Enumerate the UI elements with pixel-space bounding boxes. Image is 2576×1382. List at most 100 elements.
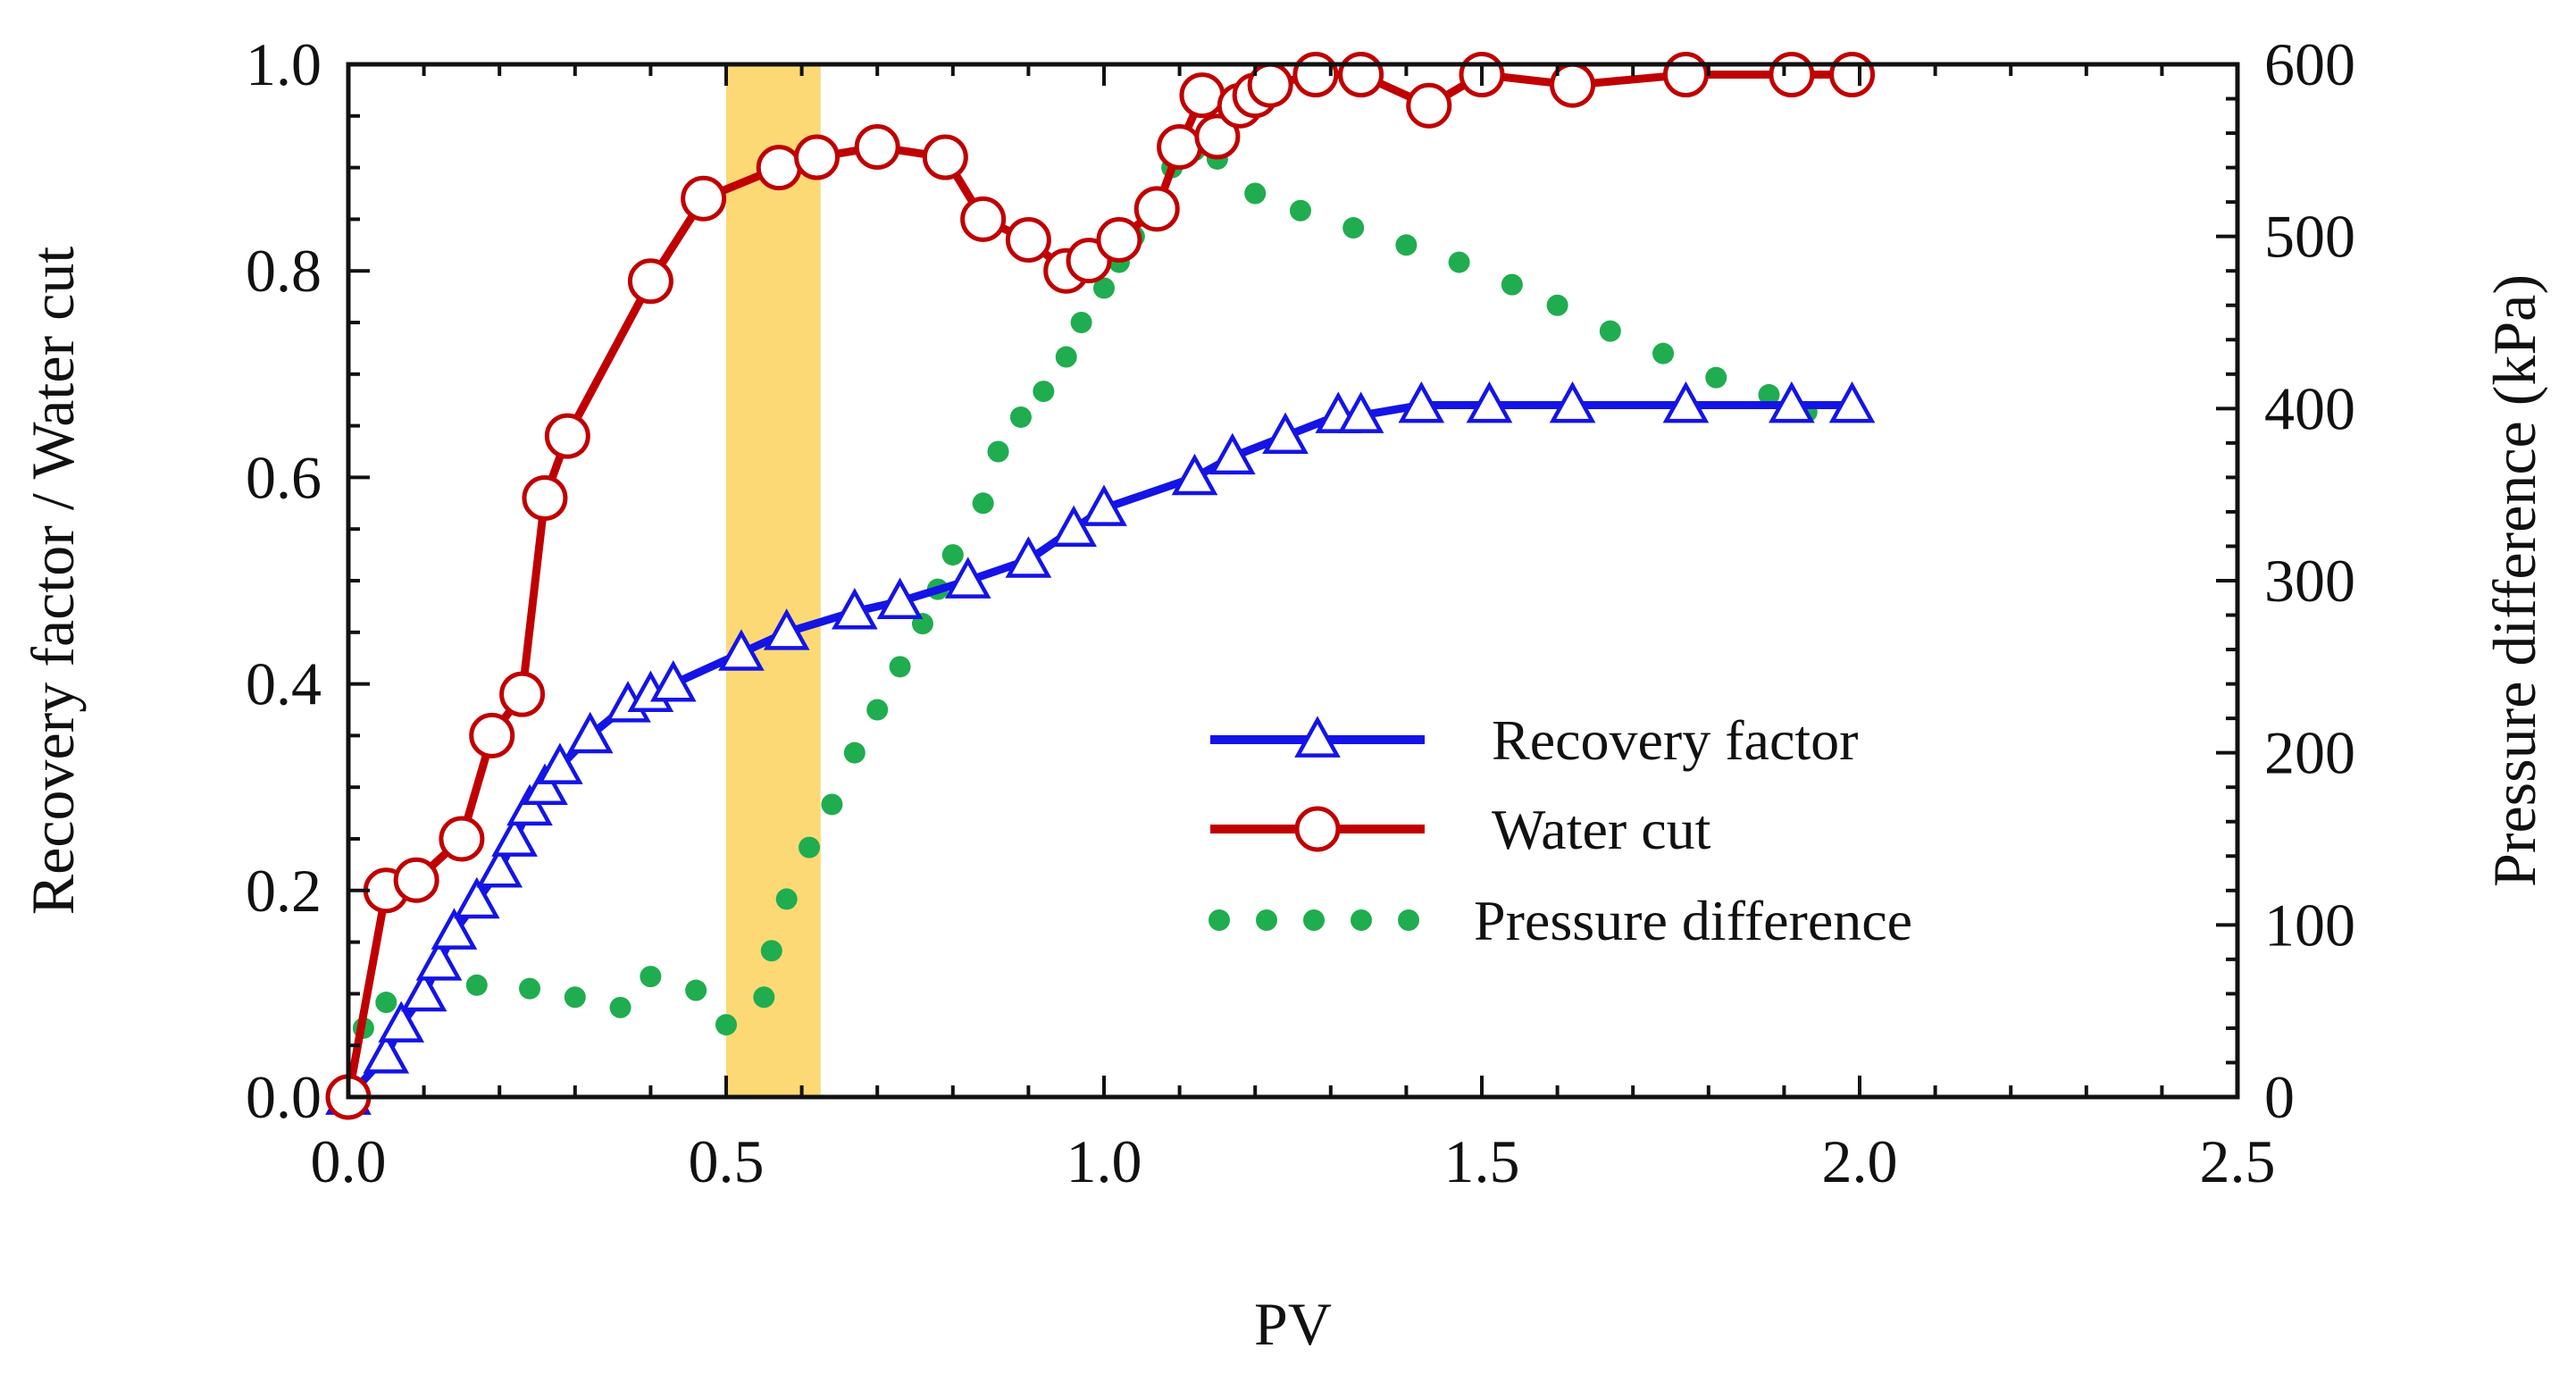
y-right-tick-label: 400 — [2264, 374, 2355, 442]
y-right-tick-label: 300 — [2264, 547, 2355, 615]
recovery-factor-point — [378, 1001, 425, 1043]
legend-swatch-water-cut — [1210, 806, 1425, 852]
recovery-factor-point — [1171, 453, 1218, 496]
legend-item-recovery-factor: Recovery factor — [1210, 708, 1858, 772]
y-right-tick-label: 100 — [2264, 891, 2355, 959]
legend-item-pressure-difference: Pressure difference — [1209, 889, 1912, 952]
pressure-difference-point — [775, 888, 798, 910]
y-left-tick-label: 0.8 — [246, 237, 322, 305]
legend-dot — [1256, 909, 1277, 931]
recovery-factor-point — [363, 1032, 410, 1074]
x-tick-label: 0.5 — [689, 1127, 765, 1195]
water-cut-point — [393, 857, 439, 903]
pressure-difference-point — [1652, 342, 1675, 364]
y-axis-left-title: Recovery factor / Water cut — [19, 247, 87, 916]
y-right-tick-label: 0 — [2264, 1063, 2295, 1131]
water-cut-point — [499, 671, 546, 717]
pressure-difference-point — [972, 492, 994, 515]
recovery-factor-point — [522, 763, 568, 806]
legend-dot — [1303, 909, 1325, 931]
pressure-difference-point — [1546, 294, 1568, 316]
water-cut-point — [794, 134, 841, 180]
y-left-tick-label: 0.6 — [246, 443, 322, 511]
pressure-difference-point — [1448, 251, 1470, 273]
legend-swatch-pressure-difference — [1209, 909, 1419, 931]
recovery-factor-point — [506, 783, 553, 826]
legend: Recovery factor Water cut Pressure diffe… — [1209, 708, 1912, 952]
pressure-difference-point — [889, 656, 911, 678]
recovery-factor-point — [1662, 381, 1710, 423]
legend-triangle-marker — [1294, 716, 1341, 758]
recovery-factor-point — [1828, 381, 1876, 423]
recovery-factor-point — [944, 557, 991, 599]
water-cut-point — [1769, 52, 1815, 98]
pressure-difference-point — [1395, 234, 1418, 256]
recovery-factor-point — [718, 629, 765, 671]
y-left-tick-label: 0.2 — [246, 857, 322, 925]
pressure-difference-point — [821, 793, 843, 816]
pressure-difference-point — [753, 986, 775, 1009]
legend-label-pressure-difference: Pressure difference — [1474, 889, 1912, 952]
water-cut-point — [854, 123, 900, 170]
pressure-difference-point — [1033, 381, 1055, 403]
recovery-factor-point — [649, 659, 697, 702]
water-cut-point — [522, 475, 568, 522]
pressure-difference-point — [843, 741, 866, 764]
x-tick-label: 1.5 — [1444, 1127, 1520, 1195]
pressure-difference-point — [1009, 406, 1032, 428]
legend-dot — [1209, 909, 1230, 931]
recovery-factor-point — [415, 939, 463, 981]
recovery-factor-point — [1337, 391, 1384, 433]
water-cut-point — [756, 145, 802, 191]
y-axis-right-title: Pressure difference (kPa) — [2480, 274, 2548, 887]
pressure-difference-point — [1501, 273, 1523, 296]
pressure-difference-point — [1599, 320, 1621, 342]
legend-item-water-cut: Water cut — [1210, 798, 1711, 861]
recovery-factor-point — [876, 577, 924, 619]
pressure-difference-point — [1055, 346, 1077, 368]
pressure-difference-point — [519, 977, 541, 1000]
plot-frame — [346, 62, 2240, 1100]
legend-circle-marker — [1294, 806, 1341, 852]
recovery-factor-point — [1398, 381, 1445, 423]
series-layer — [325, 52, 1876, 1120]
pressure-difference-point — [1093, 277, 1115, 299]
pressure-difference-point — [375, 992, 397, 1014]
pressure-difference-point — [715, 1014, 737, 1036]
pressure-difference-point — [564, 986, 586, 1009]
x-tick-label: 2.5 — [2200, 1127, 2276, 1195]
water-cut-point — [1157, 123, 1203, 170]
pressure-difference-point — [1758, 383, 1780, 406]
pressure-difference-point — [1070, 312, 1092, 333]
pressure-difference-point — [685, 979, 707, 1001]
recovery-factor-point — [1005, 536, 1052, 578]
pressure-difference-point — [1705, 366, 1727, 389]
legend-dot — [1351, 909, 1372, 931]
series-recovery-factor — [325, 381, 1876, 1115]
recovery-factor-point — [491, 815, 538, 857]
x-tick-label: 1.0 — [1066, 1127, 1142, 1195]
water-cut-point — [960, 196, 1007, 242]
water-cut-point — [1662, 52, 1709, 98]
recovery-factor-point — [1466, 381, 1513, 423]
water-cut-point — [1406, 82, 1452, 129]
recovery-factor-point — [1081, 484, 1127, 526]
water-cut-point — [1133, 186, 1180, 232]
y-left-tick-label: 1.0 — [246, 30, 322, 98]
recovery-factor-point — [1050, 505, 1097, 548]
pressure-difference-point — [465, 974, 488, 996]
water-cut-point — [1829, 52, 1876, 98]
series-water-cut — [325, 52, 1876, 1120]
y-left-tick-label: 0.4 — [246, 650, 322, 718]
ticks-layer: 0.0 0.5 1.0 1.5 2.0 2.5 0.0 0.2 0.4 0.6 0.8 1.0 0 100… — [246, 30, 2355, 1195]
x-axis-title: PV — [1254, 1290, 1332, 1358]
recovery-factor-point — [476, 846, 523, 888]
y-left-tick-label: 0.0 — [246, 1063, 322, 1131]
y-right-tick-label: 200 — [2264, 719, 2355, 787]
recovery-factor-point — [400, 969, 447, 1012]
water-cut-point — [922, 134, 968, 180]
legend-dot — [1398, 909, 1419, 931]
water-cut-point — [1179, 72, 1225, 119]
